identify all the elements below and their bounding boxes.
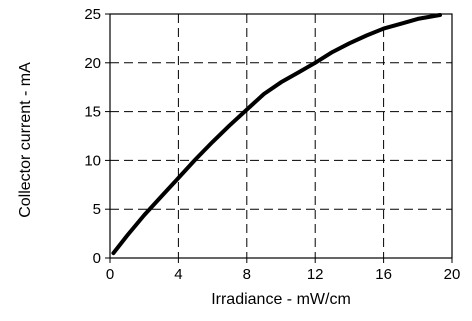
series-line: [111, 13, 442, 256]
y-tick-label: 5: [93, 201, 101, 218]
y-tick-label: 25: [84, 6, 101, 23]
y-tick-label: 0: [93, 250, 101, 267]
y-tick-label: 20: [84, 55, 101, 72]
x-tick-label: 16: [375, 266, 392, 283]
x-tick-label: 0: [106, 266, 114, 283]
y-tick-label: 15: [84, 104, 101, 121]
y-tick-label: 10: [84, 152, 101, 169]
x-axis-title: Irradiance - mW/cm: [211, 291, 351, 308]
x-tick-label: 8: [243, 266, 251, 283]
x-tick-label: 20: [444, 266, 461, 283]
plot-area-frame: [109, 13, 453, 259]
x-tick-label: 4: [174, 266, 182, 283]
series-layer: [111, 13, 442, 256]
axis-ticks: 0 4 8 12 16 20 0 5 10 15 20 25: [84, 6, 460, 283]
grid: [110, 14, 452, 258]
x-tick-label: 12: [307, 266, 324, 283]
y-axis-title: Collector current - mA: [17, 62, 34, 218]
